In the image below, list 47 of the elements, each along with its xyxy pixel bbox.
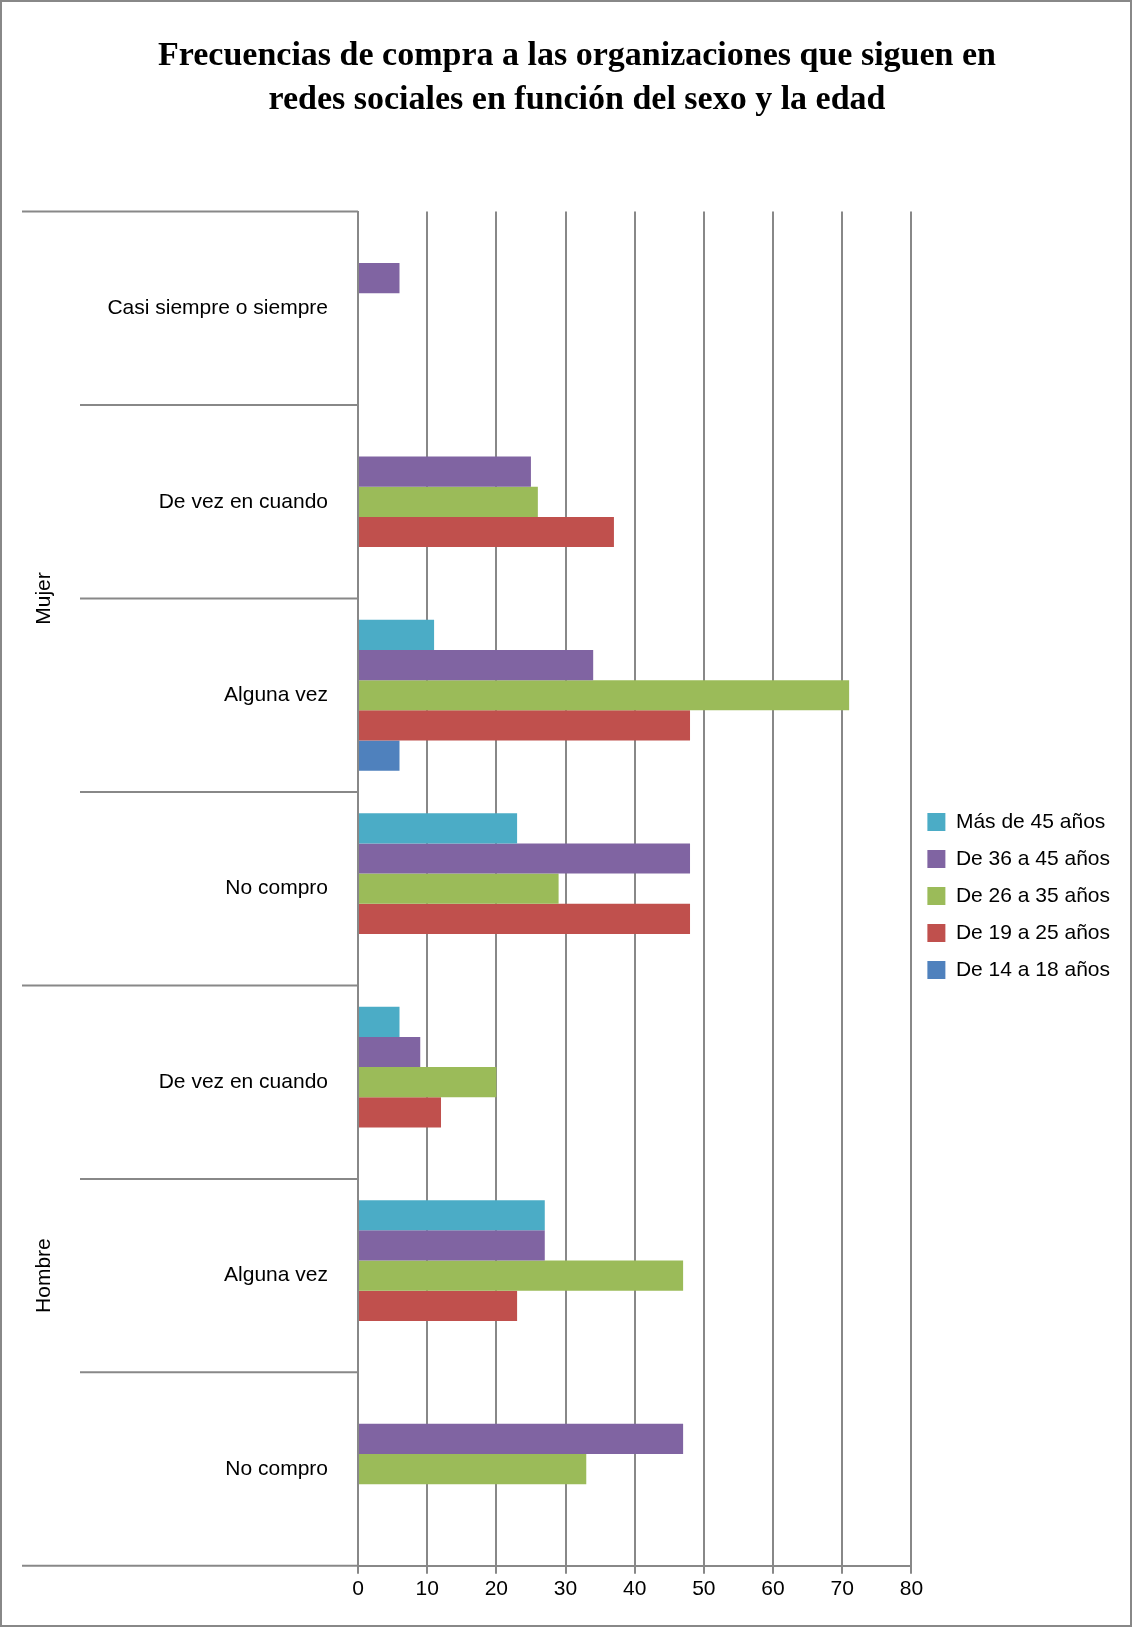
y-tick-label: No compro <box>225 875 328 899</box>
y-tick-label: No compro <box>225 1455 328 1479</box>
legend-label: De 36 a 45 años <box>955 845 1111 869</box>
bar <box>359 1260 684 1291</box>
bar <box>359 1067 497 1098</box>
bar <box>359 740 400 771</box>
bar <box>359 1036 421 1068</box>
x-tick-label: 0 <box>352 1576 364 1600</box>
legend-label: Más de 45 años <box>955 808 1106 832</box>
x-tick-label: 50 <box>692 1576 716 1600</box>
bar <box>359 873 559 904</box>
text: Mujer <box>30 572 54 625</box>
text: Hombre <box>30 1238 54 1313</box>
y-tick-label: Alguna vez <box>224 682 328 706</box>
bar <box>359 619 435 650</box>
x-tick-label: 10 <box>415 1576 439 1600</box>
bar <box>359 1006 400 1037</box>
bar <box>359 710 691 741</box>
bar <box>359 813 518 844</box>
bar <box>359 486 538 517</box>
x-tick-label: 60 <box>761 1576 785 1600</box>
y-tick-label: Alguna vez <box>224 1262 328 1286</box>
y-tick-label: De vez en cuando <box>158 1068 328 1092</box>
bar <box>359 680 850 711</box>
y-tick-label: Casi siempre o siempre <box>107 295 328 319</box>
bar <box>359 516 614 548</box>
legend-label: De 19 a 25 años <box>955 919 1111 943</box>
x-tick-label: 70 <box>830 1576 854 1600</box>
bar <box>359 1423 684 1454</box>
bar <box>359 1453 587 1485</box>
legend-label: De 14 a 18 años <box>955 956 1111 980</box>
legend-label: De 26 a 35 años <box>955 882 1111 906</box>
bar <box>359 1097 442 1128</box>
bar <box>359 843 691 874</box>
bar <box>359 456 531 487</box>
x-tick-label: 30 <box>553 1576 578 1600</box>
bar <box>359 263 400 294</box>
x-tick-label: 80 <box>899 1576 924 1600</box>
chart-title: Frecuencias de compra a las organizaciones que siguen en redes sociales en función del sexo y la edad <box>157 34 997 118</box>
x-tick-label: 20 <box>484 1576 509 1600</box>
y-tick-label: De vez en cuando <box>158 488 328 512</box>
x-tick-label: 40 <box>623 1576 647 1600</box>
bar <box>359 649 594 681</box>
bar <box>359 1230 545 1261</box>
bar <box>359 1200 545 1231</box>
bar <box>359 1290 518 1321</box>
bar <box>359 903 691 934</box>
